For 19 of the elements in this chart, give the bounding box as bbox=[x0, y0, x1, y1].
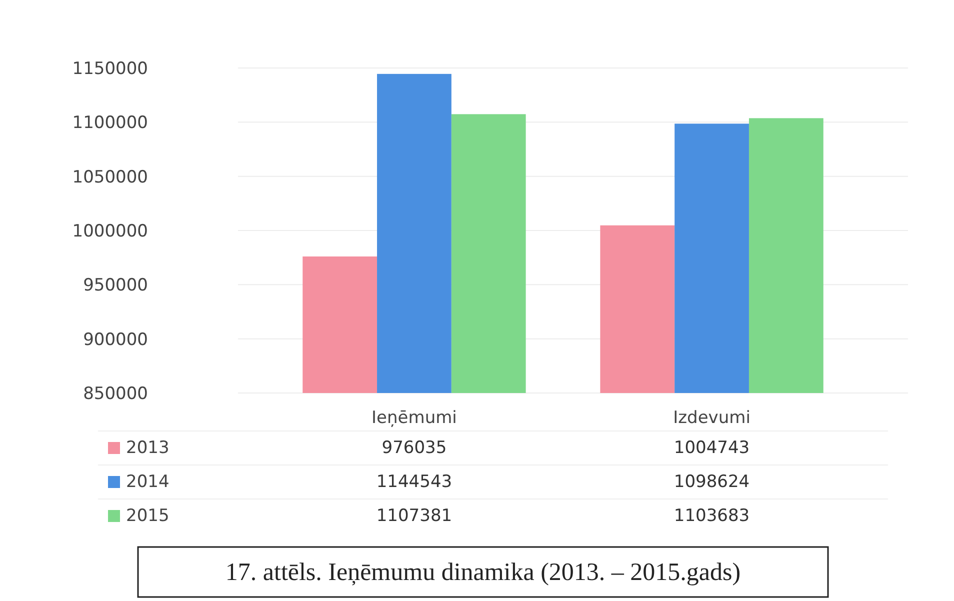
legend-label: 2014 bbox=[126, 472, 170, 492]
y-tick-label: 1000000 bbox=[72, 221, 148, 242]
x-tick-label: Ieņēmumi bbox=[372, 408, 457, 428]
data-label: 1103683 bbox=[674, 506, 750, 526]
text: 17. attēls. Ieņēmumu dinamika (2013. – 2015.gads) bbox=[225, 559, 741, 586]
legend-label: 2013 bbox=[126, 438, 170, 458]
data-label: 976035 bbox=[382, 438, 447, 458]
y-tick-label: 1100000 bbox=[72, 113, 148, 134]
y-tick-label: 1050000 bbox=[72, 167, 148, 188]
data-label: 1144543 bbox=[376, 472, 452, 492]
y-tick-label: 900000 bbox=[83, 330, 148, 350]
legend-label: 2015 bbox=[126, 506, 170, 526]
data-label: 1004743 bbox=[674, 438, 750, 458]
data-label: 1107381 bbox=[376, 506, 452, 526]
y-tick-label: 950000 bbox=[83, 276, 148, 296]
x-tick-label: Izdevumi bbox=[673, 408, 750, 428]
y-tick-label: 850000 bbox=[83, 384, 148, 404]
data-label: 1098624 bbox=[674, 472, 750, 492]
y-tick-label: 1150000 bbox=[72, 58, 148, 79]
